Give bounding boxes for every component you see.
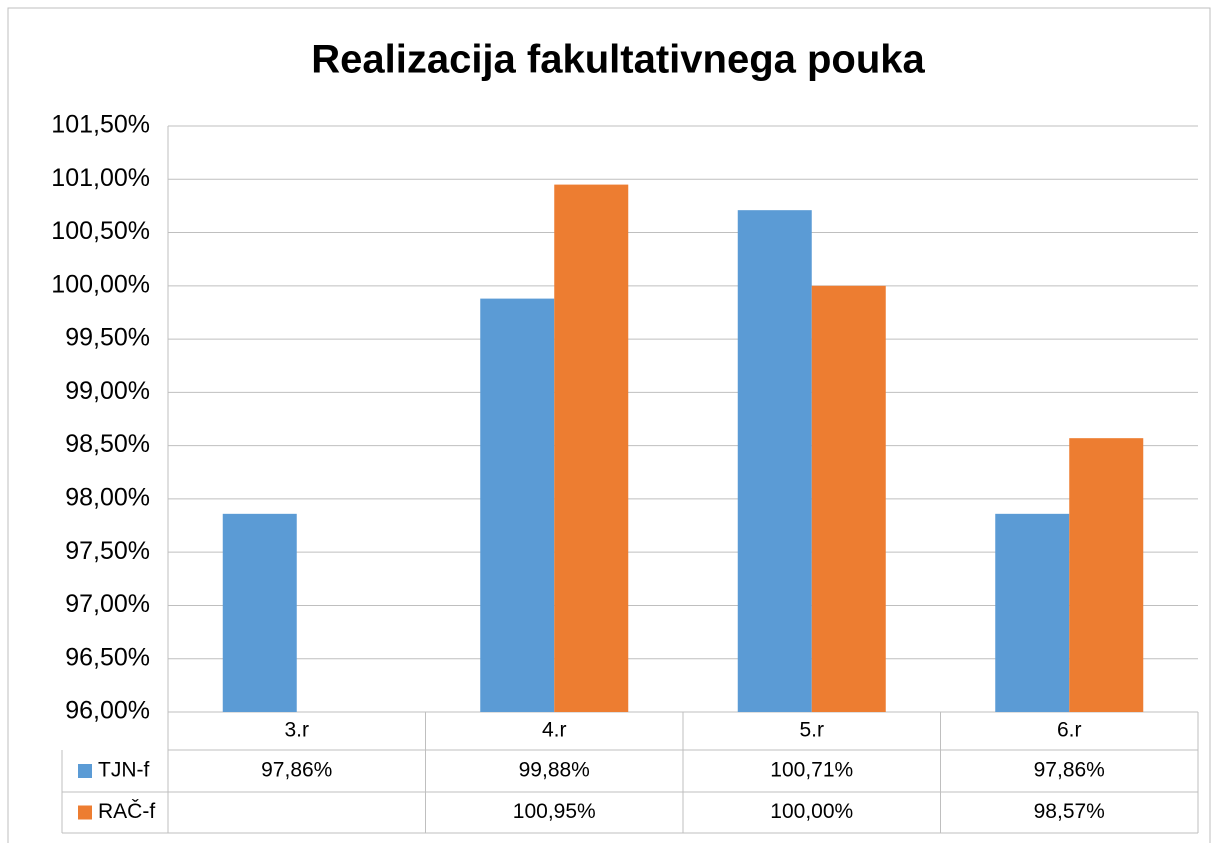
- y-tick-label: 97,00%: [65, 590, 150, 618]
- y-tick-label: 101,50%: [51, 111, 150, 139]
- legend-label: TJN-f: [98, 759, 149, 782]
- legend-label: RAČ-f: [98, 800, 155, 823]
- legend-swatch: [78, 805, 92, 820]
- table-value: 100,71%: [770, 759, 853, 782]
- y-tick-label: 98,50%: [65, 430, 150, 458]
- bar: [554, 184, 629, 713]
- x-tick-label: 4.r: [542, 719, 567, 742]
- x-tick-label: 6.r: [1057, 719, 1082, 742]
- y-tick-label: 98,00%: [65, 484, 150, 512]
- x-tick-label: 5.r: [799, 719, 824, 742]
- y-tick-label: 96,00%: [65, 697, 150, 725]
- bar: [737, 210, 812, 713]
- table-value: 100,00%: [770, 800, 853, 823]
- y-tick-label: 96,50%: [65, 643, 150, 671]
- bar: [1069, 438, 1144, 712]
- y-tick-label: 99,50%: [65, 324, 150, 352]
- table-value: 98,57%: [1034, 800, 1105, 823]
- table-value: 99,88%: [519, 759, 590, 782]
- y-tick-label: 101,00%: [51, 164, 150, 192]
- table-value: 97,86%: [1034, 759, 1105, 782]
- x-tick-label: 3.r: [284, 719, 309, 742]
- table-value: 97,86%: [261, 759, 332, 782]
- y-tick-label: 100,00%: [51, 270, 150, 298]
- y-tick-label: 99,00%: [65, 377, 150, 405]
- y-tick-label: 100,50%: [51, 217, 150, 245]
- chart-title: Realizacija fakultativnega pouka: [311, 38, 925, 82]
- bar: [995, 513, 1070, 712]
- legend-swatch: [78, 764, 92, 778]
- bar: [811, 285, 886, 712]
- y-tick-label: 97,50%: [65, 537, 150, 565]
- table-value: 100,95%: [513, 800, 596, 823]
- bar: [222, 513, 297, 712]
- bar: [480, 298, 555, 712]
